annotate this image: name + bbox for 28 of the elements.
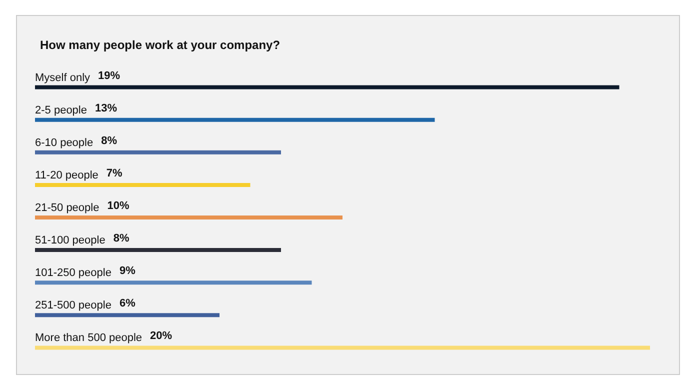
bar	[35, 216, 342, 220]
bar	[35, 150, 281, 154]
chart-title: How many people work at your company?	[40, 38, 280, 52]
bar	[35, 118, 435, 122]
bar	[35, 182, 250, 187]
y-tick-label: Myself only	[35, 72, 91, 84]
y-tick-label: 2-5 people	[35, 104, 87, 116]
data-label: 8%	[101, 134, 118, 147]
data-label: 13%	[94, 102, 118, 114]
y-tick-label: 101-250 people	[35, 267, 112, 280]
y-tick-label: 6-10 people	[35, 136, 94, 149]
data-label: 19%	[98, 70, 120, 82]
y-tick-label: More than 500 people	[35, 332, 142, 344]
data-label: 20%	[150, 330, 172, 342]
y-tick-label: 11-20 people	[35, 169, 98, 182]
bar	[35, 346, 650, 350]
data-label: 8%	[113, 232, 130, 245]
data-label: 6%	[119, 298, 136, 310]
y-tick-label: 21-50 people	[35, 202, 100, 214]
data-label: 10%	[107, 200, 130, 212]
data-label: 7%	[106, 167, 123, 180]
data-label: 9%	[119, 265, 136, 278]
bar	[35, 280, 312, 285]
y-tick-label: 251-500 people	[35, 300, 112, 312]
bar	[35, 85, 620, 90]
y-tick-label: 51-100 people	[35, 234, 106, 247]
bar	[35, 313, 220, 318]
bar	[35, 248, 281, 252]
